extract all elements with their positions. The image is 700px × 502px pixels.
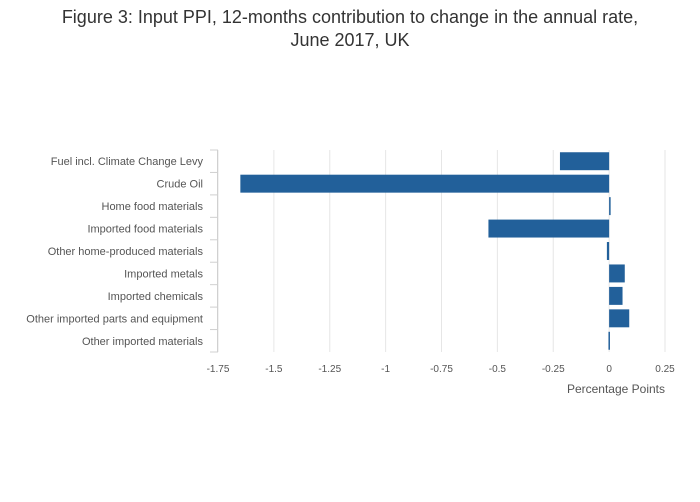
chart-title: Figure 3: Input PPI, 12-months contribut… — [0, 6, 700, 52]
category-labels: Fuel incl. Climate Change Levy Crude Oil H… — [26, 156, 203, 348]
x-tick-label: -1 — [381, 364, 390, 375]
category-label: Fuel incl. Climate Change Levy — [51, 156, 204, 168]
category-label: Crude Oil — [157, 179, 203, 191]
bar — [559, 152, 610, 171]
x-axis-title: Percentage Points — [567, 382, 665, 396]
x-tick-label: -0.25 — [542, 364, 565, 375]
y-axis — [210, 149, 218, 353]
category-label: Other imported parts and equipment — [26, 313, 203, 325]
category-label: Imported metals — [124, 268, 203, 280]
bars — [240, 152, 630, 350]
x-tick-label: -0.5 — [489, 364, 507, 375]
bar — [488, 219, 610, 238]
category-label: Imported chemicals — [108, 291, 204, 303]
x-tick-label: -1.75 — [207, 364, 230, 375]
x-tick-label: -1.5 — [265, 364, 283, 375]
x-tick-label: -1.25 — [318, 364, 341, 375]
category-label: Home food materials — [102, 201, 204, 213]
chart-title-line-1: Figure 3: Input PPI, 12-months contribut… — [61, 7, 639, 27]
bar — [606, 242, 610, 260]
bar — [608, 331, 610, 350]
bar — [240, 174, 610, 193]
x-tick-label: -0.75 — [430, 364, 453, 375]
category-label: Imported food materials — [87, 224, 203, 236]
category-label: Other imported materials — [82, 336, 204, 348]
bar — [609, 197, 611, 216]
x-tick-label: 0 — [606, 364, 612, 375]
category-label: Other home-produced materials — [48, 246, 204, 258]
bar — [609, 309, 630, 328]
chart-title-line-2: June 2017, UK — [290, 30, 410, 50]
bar — [609, 264, 625, 283]
x-tick-label: 0.25 — [655, 364, 675, 375]
bar — [609, 286, 623, 305]
x-tick-labels: -1.75 -1.5 -1.25 -1 -0.75 -0.5 -0.25 0 0.25 — [207, 364, 676, 375]
